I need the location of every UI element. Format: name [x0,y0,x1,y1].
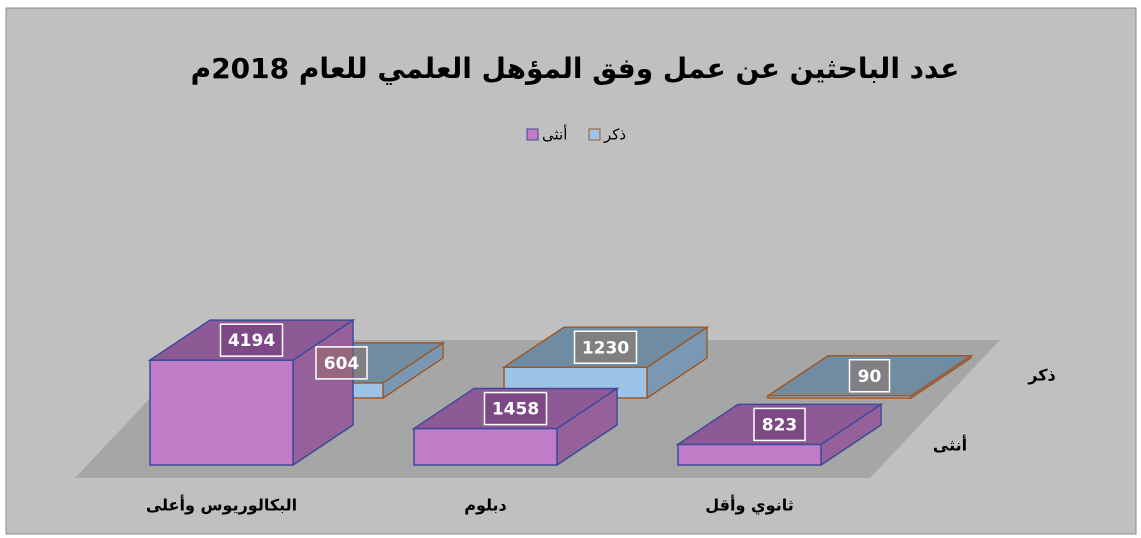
bar-front [149,359,294,466]
chart-title: عدد الباحثين عن عمل وفق المؤهل العلمي لل… [191,52,960,85]
legend-swatch [588,128,601,141]
data-label-box [483,391,548,426]
data-label: 90 [858,367,882,387]
depth-label: أنثى [933,435,967,455]
data-label: 604 [324,354,360,374]
data-label-box [219,323,284,357]
data-label: 1458 [492,400,539,420]
legend-label: أنثى [542,125,567,144]
data-label-box [573,330,638,364]
depth-label: ذكر [1027,366,1055,385]
x-tick-label: البكالوريوس وأعلى [146,495,297,515]
data-label-box [848,359,891,393]
bar-top [765,355,974,397]
bar-front [677,443,822,466]
legend-label: ذكر [603,126,626,144]
bar-top [501,326,710,368]
data-label: 4194 [228,331,275,351]
bar-front [413,427,558,466]
data-label: 823 [762,415,798,435]
x-tick-label: ثانوي وأقل [705,495,793,516]
data-label: 1230 [582,338,629,358]
x-tick-label: دبلوم [464,496,507,515]
legend-swatch [526,128,539,141]
data-label-box [315,346,368,380]
data-label-box [753,407,806,442]
